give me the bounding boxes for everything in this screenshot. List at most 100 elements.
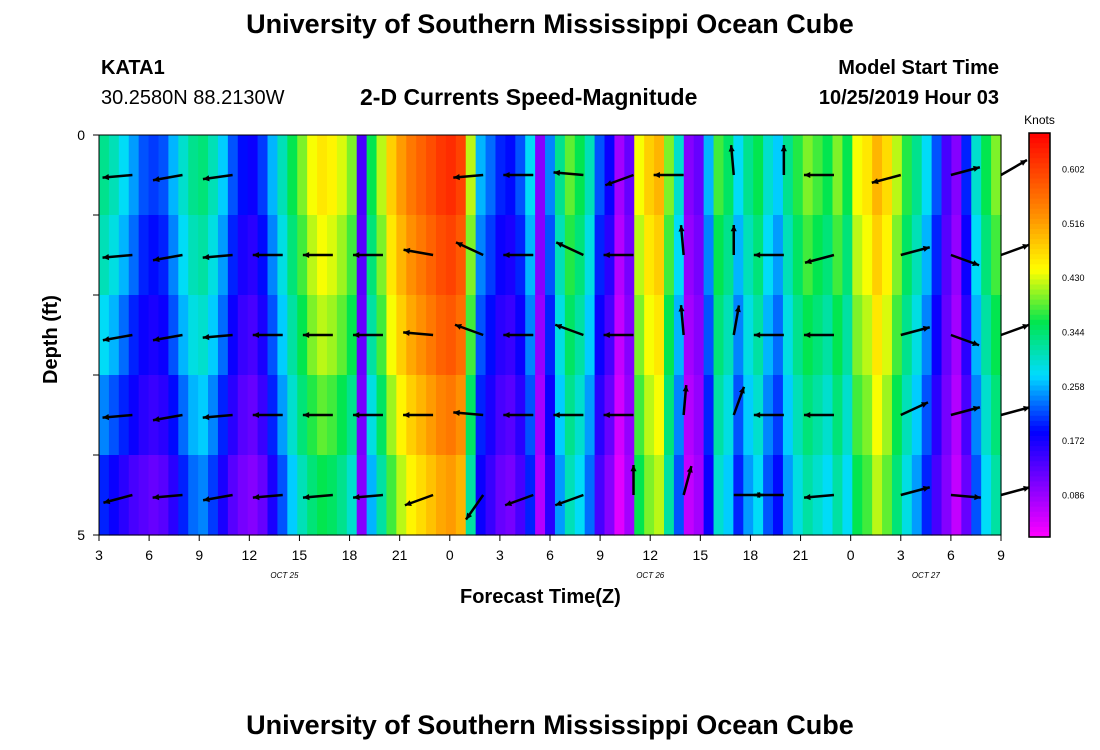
- colorbar-swatch: [1029, 329, 1050, 336]
- colorbar-swatch: [1029, 531, 1050, 538]
- heatmap-cell: [108, 135, 120, 216]
- heatmap-cell: [297, 215, 308, 296]
- colorbar-swatch: [1029, 456, 1050, 462]
- heatmap-cell: [455, 135, 467, 216]
- heatmap-cell: [911, 295, 923, 376]
- colorbar-swatch: [1029, 223, 1050, 230]
- heatmap-cell: [198, 215, 209, 296]
- heatmap-cell: [832, 215, 843, 296]
- current-vector-head: [352, 331, 360, 339]
- heatmap-cell: [792, 455, 804, 536]
- current-vector-head: [152, 336, 160, 343]
- x-tick-label: 12: [242, 547, 258, 563]
- heatmap-cell: [991, 215, 1002, 296]
- heatmap-cell: [416, 455, 427, 536]
- heatmap-cell: [485, 295, 497, 376]
- heatmap-cell: [505, 455, 516, 536]
- title-bottom: University of Southern Mississippi Ocean…: [246, 710, 854, 740]
- x-tick-label: 6: [145, 547, 153, 563]
- x-tick-label: 3: [496, 547, 504, 563]
- current-vector-head: [803, 331, 811, 339]
- colorbar-swatch: [1029, 314, 1050, 321]
- current-vector-head: [352, 411, 360, 419]
- heatmap-cell: [891, 215, 903, 296]
- heatmap-cell: [148, 135, 160, 216]
- heatmap-cell: [683, 135, 695, 216]
- heatmap-cell: [842, 455, 853, 536]
- current-vector-head: [503, 171, 510, 179]
- colorbar-swatch: [1029, 511, 1050, 518]
- current-vector-head: [202, 334, 210, 341]
- current-vector-head: [678, 225, 685, 232]
- heatmap-cell: [356, 455, 368, 536]
- heatmap-cell: [287, 215, 298, 296]
- heatmap-cell: [257, 135, 269, 216]
- heatmap-cell: [872, 295, 883, 376]
- heatmap-cell: [237, 295, 249, 376]
- heatmap-cell: [158, 215, 169, 296]
- heatmap-cell: [832, 295, 843, 376]
- heatmap-cell: [951, 135, 962, 216]
- colorbar-swatch: [1029, 385, 1050, 392]
- heatmap-cell: [693, 455, 705, 536]
- current-vector-head: [202, 175, 210, 182]
- current-vector-head: [203, 496, 210, 503]
- heatmap-cell: [812, 215, 824, 296]
- heatmap-cell: [693, 295, 705, 376]
- colorbar-swatch: [1029, 350, 1050, 356]
- heatmap-cell: [971, 375, 982, 456]
- current-vector-head: [465, 512, 473, 520]
- heatmap-cell: [683, 375, 695, 456]
- current-vector-head: [734, 305, 741, 313]
- heatmap-cell: [307, 135, 318, 216]
- heatmap-cell: [485, 135, 497, 216]
- heatmap-cell: [564, 135, 576, 216]
- heatmap-cell: [108, 455, 120, 536]
- heatmap-cell: [148, 295, 160, 376]
- heatmap-cell: [683, 215, 695, 296]
- current-vector-head: [252, 494, 260, 501]
- heatmap-cell: [445, 215, 457, 296]
- heatmap-cell: [931, 375, 943, 456]
- heatmap-cell: [366, 135, 378, 216]
- heatmap-cell: [406, 215, 417, 296]
- colorbar-swatch: [1029, 153, 1050, 159]
- colorbar-swatch: [1029, 198, 1050, 205]
- x-tick-label: 0: [847, 547, 855, 563]
- heatmap-cell: [901, 215, 913, 296]
- current-vector-head: [682, 385, 689, 392]
- heatmap-cell: [535, 375, 546, 456]
- heatmap-cell: [663, 375, 675, 456]
- colorbar-swatch: [1029, 284, 1050, 291]
- colorbar-tick-label: 0.172: [1062, 436, 1085, 446]
- x-axis-label: Forecast Time(Z): [460, 586, 621, 608]
- heatmap-cell: [782, 295, 794, 376]
- heatmap-cell: [247, 135, 259, 216]
- current-vector-head: [972, 405, 980, 412]
- heatmap-cell: [882, 455, 893, 536]
- heatmap-cell: [406, 455, 417, 536]
- heatmap-cell: [911, 215, 923, 296]
- current-vector-head: [753, 331, 761, 339]
- heatmap-cell: [138, 135, 150, 216]
- heatmap-cell: [673, 375, 685, 456]
- heatmap-cell: [822, 215, 834, 296]
- heatmap-cell: [991, 295, 1002, 376]
- heatmap-cell: [782, 455, 794, 536]
- heatmap-cell: [832, 375, 843, 456]
- heatmap-cell: [713, 135, 725, 216]
- colorbar-swatch: [1029, 496, 1050, 503]
- heatmap-cell: [862, 295, 873, 376]
- current-vector-head: [871, 178, 879, 185]
- colorbar-swatch: [1029, 461, 1050, 467]
- current-vector-head: [556, 242, 564, 248]
- heatmap-cell: [346, 295, 358, 376]
- heatmap-cell: [267, 135, 279, 216]
- x-tick-label: 15: [292, 547, 308, 563]
- heatmap-cell: [703, 375, 715, 456]
- colorbar-swatch: [1029, 269, 1050, 275]
- heatmap-cell: [128, 455, 140, 536]
- heatmap-cell: [554, 295, 566, 376]
- heatmap-cell: [535, 295, 546, 376]
- heatmap-cell: [436, 295, 447, 376]
